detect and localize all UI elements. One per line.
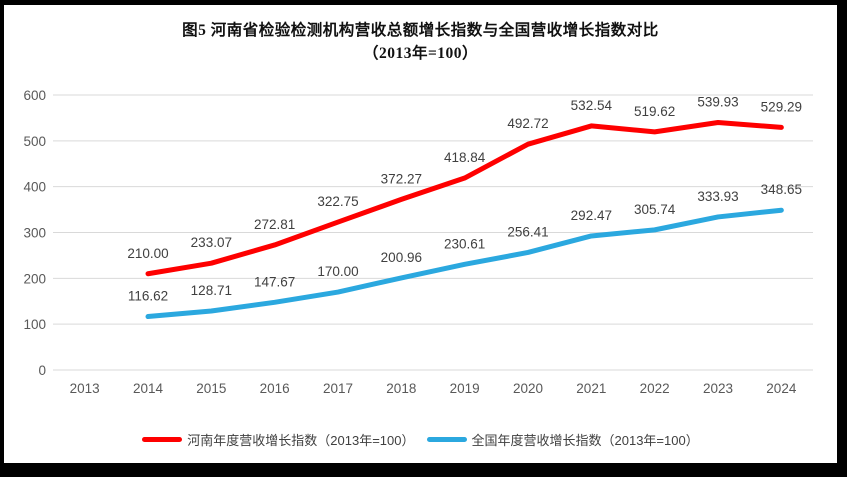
data-label-national: 256.41 (507, 224, 548, 239)
y-axis-tick-label: 300 (23, 226, 46, 241)
x-axis-tick-label: 2014 (133, 381, 164, 396)
x-axis-tick-label: 2017 (323, 381, 353, 396)
data-label-henan: 492.72 (507, 116, 548, 131)
x-axis-tick-label: 2016 (260, 381, 290, 396)
x-axis-tick-label: 2019 (450, 381, 480, 396)
x-axis-tick-label: 2018 (386, 381, 416, 396)
data-label-henan: 233.07 (191, 235, 232, 250)
y-axis-tick-label: 0 (38, 363, 46, 378)
line-chart-plot-area: 0 100 200 300 400 500 600 2013 2014 2015 2016 2017 2… (23, 88, 813, 396)
y-axis-tick-label: 500 (23, 134, 46, 149)
data-label-national: 200.96 (381, 250, 422, 265)
y-axis-tick-label: 600 (23, 88, 46, 103)
x-axis-tick-label: 2020 (513, 381, 543, 396)
data-label-henan: 322.75 (317, 194, 358, 209)
series-line-henan (145, 120, 784, 277)
data-label-henan: 272.81 (254, 217, 295, 232)
data-label-national: 348.65 (761, 182, 802, 197)
data-label-national: 292.47 (571, 208, 612, 223)
legend-item-national: 全国年度营收增长指数（2013年=100） (426, 430, 699, 449)
chart-title: 图5 河南省检验检测机构营收总额增长指数与全国营收增长指数对比 (182, 22, 659, 39)
x-axis-tick-label: 2013 (70, 381, 100, 396)
x-axis-tick-label: 2023 (703, 381, 733, 396)
data-label-national: 170.00 (317, 264, 358, 279)
series-line-national (145, 207, 784, 320)
data-label-national: 305.74 (634, 202, 676, 217)
national-line-swatch (426, 436, 467, 442)
data-label-national: 230.61 (444, 236, 485, 251)
chart-canvas: 图5 河南省检验检测机构营收总额增长指数与全国营收增长指数对比 （2013年=1… (4, 5, 837, 463)
data-label-henan: 372.27 (381, 171, 422, 186)
data-label-national: 147.67 (254, 274, 295, 289)
data-label-henan: 529.29 (761, 99, 802, 114)
data-label-henan: 519.62 (634, 104, 675, 119)
chart-legend: 河南年度营收增长指数（2013年=100） 全国年度营收增长指数（2013年=1… (4, 428, 837, 450)
y-axis-tick-label: 400 (23, 180, 46, 195)
x-axis-tick-label: 2015 (196, 381, 226, 396)
data-label-national: 128.71 (191, 283, 232, 298)
data-label-national: 333.93 (697, 189, 738, 204)
data-label-henan: 532.54 (571, 98, 613, 113)
x-axis-tick-label: 2022 (640, 381, 670, 396)
legend-item-henan: 河南年度营收增长指数（2013年=100） (142, 430, 415, 449)
data-label-henan: 210.00 (127, 246, 168, 261)
legend-label-henan: 河南年度营收增长指数（2013年=100） (187, 432, 415, 448)
data-label-national: 116.62 (128, 289, 168, 304)
x-axis-tick-label: 2021 (576, 381, 606, 396)
y-axis-tick-label: 200 (23, 271, 46, 286)
chart-subtitle: （2013年=100） (362, 45, 479, 62)
henan-line-swatch (142, 436, 183, 442)
data-label-henan: 539.93 (697, 95, 738, 110)
data-label-henan: 418.84 (444, 150, 486, 165)
legend-label-national: 全国年度营收增长指数（2013年=100） (471, 432, 699, 448)
x-axis-tick-label: 2024 (766, 381, 797, 396)
y-axis-tick-label: 100 (23, 317, 46, 332)
